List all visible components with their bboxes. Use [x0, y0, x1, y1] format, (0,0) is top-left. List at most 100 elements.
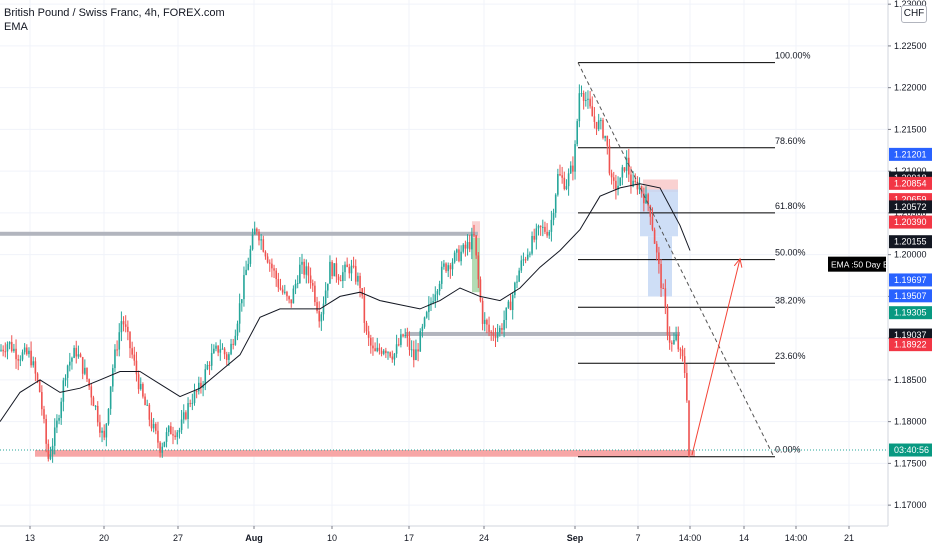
candle-down [142, 383, 144, 397]
candle-down [43, 409, 45, 419]
candle-up [329, 261, 331, 284]
time-tick-label: 13 [25, 533, 35, 543]
candle-up [436, 291, 439, 295]
candle-up [249, 249, 252, 264]
candle-up [101, 430, 103, 433]
fib-level-label: 38.20% [775, 295, 806, 305]
candle-up [578, 93, 581, 122]
candle-down [486, 319, 488, 325]
price-tick-label: 1.17000 [894, 500, 927, 510]
price-axis-tag[interactable] [889, 289, 932, 303]
candle-down [559, 174, 561, 176]
candle-down [88, 379, 90, 387]
candle-down [664, 288, 667, 307]
ema-tag[interactable] [828, 256, 886, 272]
candle-up [118, 332, 121, 350]
candle-down [200, 382, 202, 388]
candle-down [385, 350, 387, 354]
fibonacci-retracement[interactable]: 100.00% 78.60% 61.80% 50.00% 38.20% 23.60% 0.0… [578, 51, 811, 458]
price-axis-tag[interactable] [889, 200, 932, 214]
price-tick-label: 1.18500 [894, 375, 927, 385]
candle-down [477, 255, 480, 280]
candle-up [518, 270, 520, 282]
candle-down [651, 216, 654, 230]
candle-up [238, 303, 241, 324]
fib-level-label: 100.00% [775, 51, 811, 61]
price-axis-tag[interactable] [889, 306, 932, 320]
candle-up [193, 390, 196, 403]
candle-up [574, 144, 576, 172]
candle-down [539, 225, 542, 227]
candle-up [253, 228, 256, 235]
price-axis-tag[interactable] [889, 443, 932, 457]
candle-up [393, 353, 396, 360]
candle-down [681, 349, 684, 357]
price-axis-tag-label: 1.19305 [894, 308, 927, 318]
symbol-title[interactable]: British Pound / Swiss Franc, 4h, FOREX.c… [4, 7, 225, 19]
candle-down [4, 351, 7, 353]
candle-down [492, 332, 495, 336]
price-tick-label: 1.22500 [894, 41, 927, 51]
time-axis[interactable]: 13 20 27 Aug 10 17 24 Sep 7 14:00 14 14:00 21 [0, 525, 932, 550]
candle-down [397, 344, 400, 346]
price-axis-tag[interactable] [889, 273, 932, 287]
price-axis-tag[interactable] [889, 176, 932, 190]
price-tick-label: 1.21000 [894, 166, 927, 176]
candle-down [47, 443, 50, 459]
currency-button[interactable]: CHF [901, 5, 927, 23]
candle-down [628, 157, 630, 175]
price-axis-tag[interactable] [889, 338, 932, 352]
candle-up [84, 367, 86, 374]
candle-down [363, 295, 366, 323]
candle-up [496, 332, 499, 338]
candle-down [494, 335, 497, 338]
candle-down [10, 341, 13, 351]
candle-up [673, 340, 675, 344]
price-axis-tag[interactable] [889, 235, 932, 249]
ema-tag-label: EMA :50 Day EMA [831, 260, 902, 270]
indicator-label[interactable]: EMA [4, 21, 28, 33]
candle-down [686, 372, 688, 401]
candle-up [597, 120, 600, 130]
candle-down [172, 434, 174, 436]
price-tick-label: 1.21500 [894, 124, 927, 134]
candle-up [66, 365, 69, 378]
candle-down [671, 342, 673, 344]
candle-down [473, 234, 475, 236]
candle-up [462, 244, 465, 252]
candle-up [198, 382, 200, 392]
candle-up [585, 99, 587, 101]
candle-down [563, 177, 566, 190]
price-axis-tag[interactable] [889, 147, 932, 161]
candle-up [204, 369, 207, 385]
candle-up [64, 377, 67, 381]
candle-down [86, 367, 88, 380]
candle-up [554, 194, 557, 213]
price-axis[interactable]: 1.170001.175001.180001.185001.190001.195… [887, 0, 932, 550]
candle-down [488, 324, 490, 332]
candle-down [612, 177, 615, 181]
candle-up [191, 402, 194, 404]
candle-up [425, 312, 428, 318]
resistance-level [0, 231, 478, 236]
fib-level-label: 23.60% [775, 351, 806, 361]
price-axis-tag[interactable] [889, 215, 932, 229]
candle-down [561, 175, 563, 178]
candle-up [638, 186, 641, 190]
candle-down [662, 288, 664, 290]
candle-down [602, 120, 604, 138]
candle-down [99, 422, 101, 433]
candle-down [593, 116, 596, 122]
candle-up [529, 253, 531, 255]
candle-down [307, 266, 310, 276]
candle-up [357, 275, 359, 282]
fib-level-label: 78.60% [775, 136, 806, 146]
candle-up [548, 231, 551, 236]
candle-up [114, 349, 116, 369]
candle-up [625, 157, 628, 171]
candle-up [299, 264, 301, 284]
candle-down [544, 226, 546, 232]
price-tick-label: 1.23000 [894, 0, 927, 9]
